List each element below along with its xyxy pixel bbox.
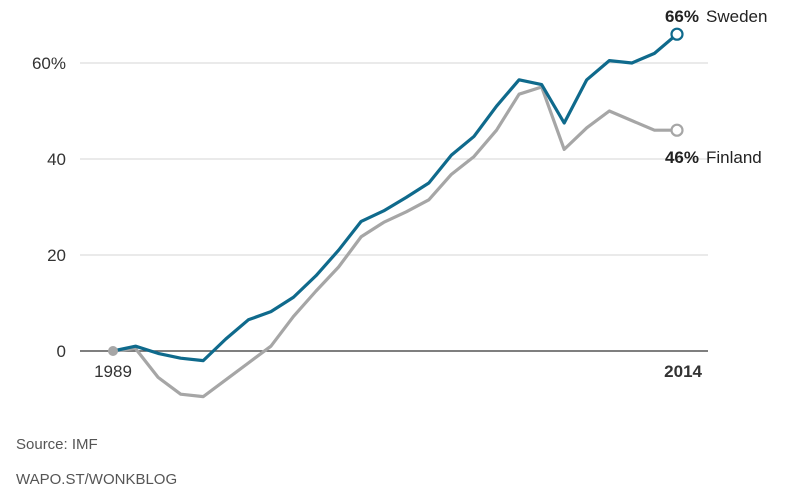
- x-tick-label-start: 1989: [94, 362, 132, 381]
- end-point-marker-finland: [670, 123, 684, 137]
- y-tick-label: 40: [47, 150, 66, 169]
- source-note: Source: IMF: [16, 436, 98, 453]
- end-label-name-sweden: Sweden: [706, 7, 767, 26]
- y-tick-label: 0: [57, 342, 66, 361]
- y-tick-label: 60%: [32, 54, 66, 73]
- x-axis-tick-labels: 1989 2014: [94, 362, 702, 381]
- series-lines: [108, 27, 684, 399]
- x-tick-label-end: 2014: [664, 362, 702, 381]
- y-tick-label: 20: [47, 246, 66, 265]
- series-line-sweden: [111, 32, 679, 363]
- series-end-labels: 66% Sweden 46% Finland: [665, 7, 767, 167]
- series-line-finland: [111, 85, 679, 399]
- end-label-value-sweden: 66%: [665, 7, 699, 26]
- end-label-value-finland: 46%: [665, 148, 699, 167]
- credit-link[interactable]: WAPO.ST/WONKBLOG: [16, 471, 178, 488]
- start-point-marker: [108, 346, 118, 356]
- end-point-marker-sweden: [670, 27, 684, 41]
- gridlines: [80, 62, 708, 256]
- end-label-name-finland: Finland: [706, 148, 762, 167]
- y-axis-tick-labels: 0 20 40 60%: [32, 54, 66, 361]
